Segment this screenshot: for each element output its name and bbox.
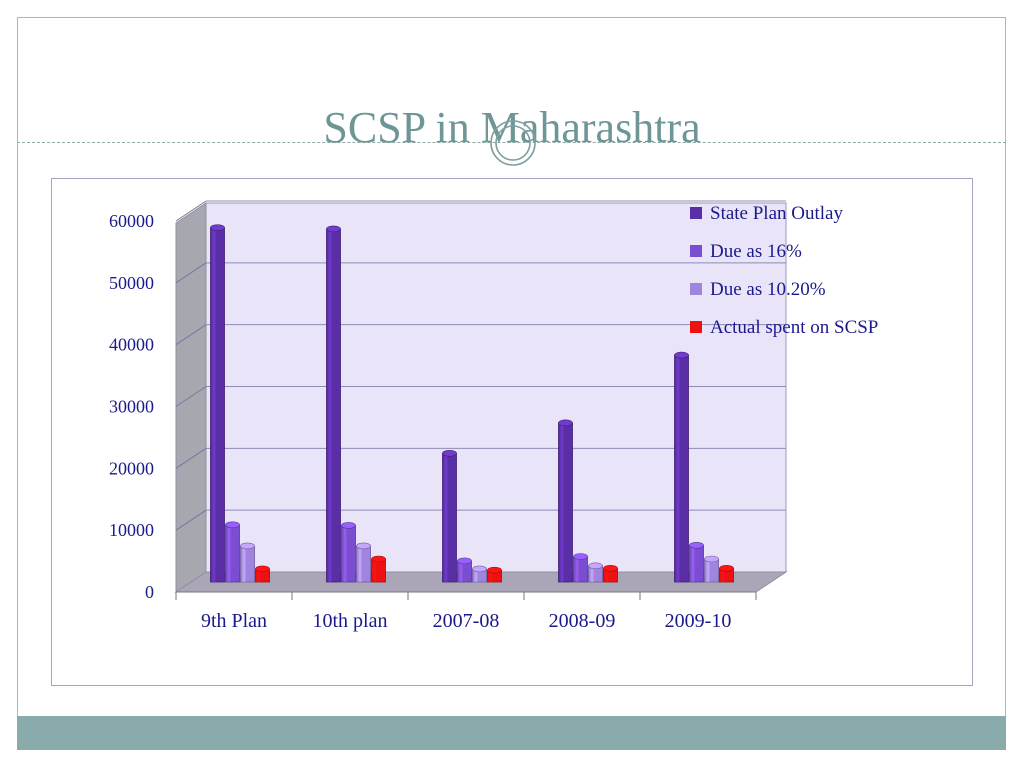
x-tick-label: 2008-09 xyxy=(549,610,616,632)
y-tick-label: 40000 xyxy=(109,335,154,355)
bar-cap xyxy=(719,565,734,572)
bar-highlight xyxy=(257,568,261,582)
bar-cap xyxy=(558,419,573,427)
y-tick-label: 30000 xyxy=(109,397,154,417)
y-tick-label: 20000 xyxy=(109,458,154,478)
bar-highlight xyxy=(691,545,695,582)
bar-cap xyxy=(255,565,270,573)
gridline-side xyxy=(175,386,207,407)
legend-label: Due as 16% xyxy=(710,241,802,262)
y-tick-label: 10000 xyxy=(109,520,154,540)
bar-cap xyxy=(356,542,371,550)
bar-highlight xyxy=(227,524,231,582)
legend-label: Due as 10.20% xyxy=(710,279,826,300)
legend-label: State Plan Outlay xyxy=(710,203,843,224)
bar-highlight xyxy=(590,565,594,582)
bar-highlight xyxy=(358,545,362,582)
bar-cap xyxy=(341,522,356,529)
bar-cap xyxy=(472,565,487,573)
bar-highlight xyxy=(212,227,216,582)
x-tick-label: 2009-10 xyxy=(665,610,732,632)
bar-highlight xyxy=(343,525,347,582)
bar-cap xyxy=(689,542,704,549)
bar-cap xyxy=(588,562,603,570)
bar-cap xyxy=(210,224,225,231)
bar-highlight xyxy=(373,558,377,582)
legend-label: Actual spent on SCSP xyxy=(710,317,878,338)
bar-highlight xyxy=(676,355,680,582)
footer-bar xyxy=(17,716,1006,750)
plot-side-wall xyxy=(175,202,207,593)
gridline-side xyxy=(175,262,207,284)
legend-swatch xyxy=(690,245,702,257)
bar-highlight xyxy=(560,422,564,582)
title-divider xyxy=(17,142,1006,143)
bar-cap xyxy=(457,557,472,565)
bar-highlight xyxy=(575,556,579,582)
bar-cap xyxy=(371,555,386,563)
legend-swatch xyxy=(690,321,702,333)
bar-highlight xyxy=(328,228,332,582)
y-tick-label: 60000 xyxy=(109,211,154,231)
bar-highlight xyxy=(444,453,448,582)
bar-highlight xyxy=(489,570,493,582)
legend-swatch xyxy=(690,207,702,219)
slide-title: SCSP in Maharashtra xyxy=(323,103,701,152)
bar-cap xyxy=(603,565,618,572)
x-tick-label: 9th Plan xyxy=(201,610,267,632)
bar-highlight xyxy=(474,568,478,582)
plot-back-wall xyxy=(205,202,787,573)
bar-cap xyxy=(487,566,502,574)
x-tick-label: 2007-08 xyxy=(433,610,500,632)
bar-cap xyxy=(225,521,240,529)
bar-highlight xyxy=(242,545,246,582)
bar-highlight xyxy=(605,568,609,582)
circle-ornament-icon xyxy=(490,120,536,166)
x-tick-label: 10th plan xyxy=(313,610,388,632)
bar-highlight xyxy=(706,558,710,582)
bar-highlight xyxy=(721,568,725,582)
bar-highlight xyxy=(459,560,463,582)
gridline-side xyxy=(175,509,207,531)
bar-cap xyxy=(326,225,341,233)
bar-cap xyxy=(704,555,719,563)
y-tick-label: 0 xyxy=(145,582,154,602)
gridline-side xyxy=(175,200,207,222)
y-tick-label: 50000 xyxy=(109,273,154,293)
gridline-side xyxy=(175,324,207,346)
bar-cap xyxy=(674,351,689,359)
gridline-side xyxy=(175,447,207,469)
legend-swatch xyxy=(690,283,702,295)
chart-container: 0 10000 20000 30000 40000 50000 60000 9th Plan 1… xyxy=(51,178,973,686)
bar-cap xyxy=(240,542,255,550)
bar-cap xyxy=(442,450,457,457)
bar-cap xyxy=(573,553,588,560)
bar-chart: 0 10000 20000 30000 40000 50000 60000 9th Plan 1… xyxy=(109,200,878,632)
